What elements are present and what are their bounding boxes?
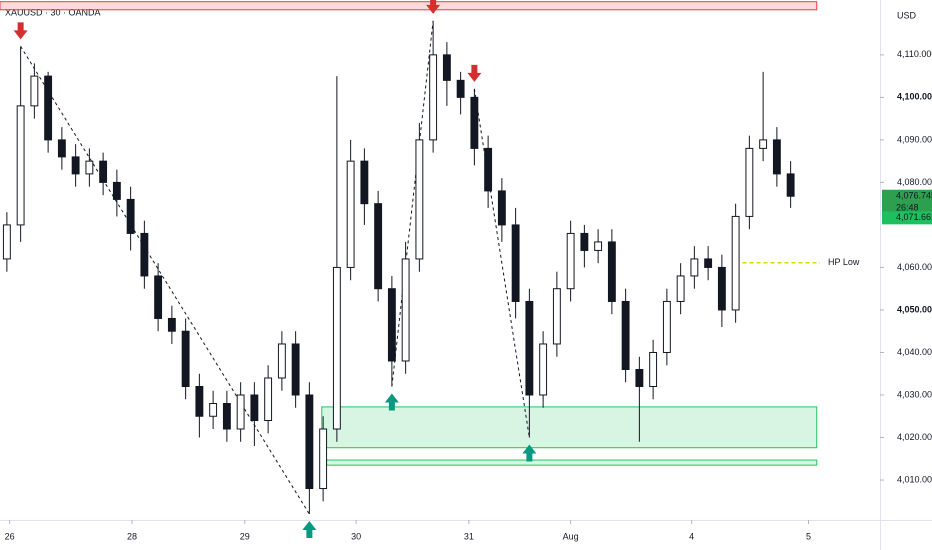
candle-body — [497, 190, 506, 226]
price-tag-label: 4,076.745 — [896, 191, 932, 201]
y-tick-label: 4,050.000 — [897, 304, 932, 314]
candle-body — [112, 181, 121, 200]
y-tick-label: 4,060.000 — [897, 262, 932, 272]
candle-body — [222, 402, 231, 430]
candle-body — [552, 288, 561, 345]
candle-body — [772, 139, 781, 175]
candle-body — [786, 173, 795, 197]
candle-body — [717, 266, 726, 311]
candle-body — [291, 343, 300, 396]
x-tick-label: 29 — [240, 531, 250, 541]
candle-body — [209, 402, 218, 417]
candle-body — [676, 275, 685, 302]
candle-body — [2, 224, 11, 260]
candle-body — [539, 343, 548, 396]
sell-arrow — [467, 64, 482, 82]
zone — [0, 1, 818, 11]
candle-body — [635, 368, 644, 387]
candle-body — [30, 75, 39, 107]
buy-arrow — [384, 393, 399, 411]
candle-body — [704, 258, 713, 268]
x-tick-label: 26 — [5, 531, 15, 541]
candle-body — [594, 241, 603, 251]
x-tick-label: 28 — [127, 531, 137, 541]
candle-body — [415, 139, 424, 260]
candle-body — [71, 156, 80, 175]
candle-body — [85, 160, 94, 175]
candle-body — [511, 224, 520, 302]
y-tick-label: 4,010.000 — [897, 474, 932, 484]
x-tick-label: 4 — [689, 531, 694, 541]
candle-body — [319, 428, 328, 490]
sell-arrow — [426, 0, 441, 14]
candle-body — [387, 288, 396, 362]
candle-body — [44, 75, 53, 141]
zone — [321, 459, 818, 466]
candle-body — [167, 317, 176, 332]
candle-body — [456, 79, 465, 98]
x-tick-label: Aug — [563, 531, 579, 541]
candle-body — [690, 258, 699, 277]
y-tick-label: 4,100.000 — [897, 92, 932, 102]
candle-body — [57, 139, 66, 158]
candle-body — [250, 394, 259, 422]
zone — [321, 406, 818, 449]
candle-body — [332, 266, 341, 430]
price-tag-label: 4,071.661 — [896, 212, 932, 222]
candle-body — [305, 394, 314, 490]
candle-body — [195, 385, 204, 417]
candle-body — [662, 300, 671, 353]
currency: USD — [897, 10, 917, 20]
candle-body — [429, 54, 438, 141]
zigzag-line — [391, 20, 434, 387]
candle-body — [621, 300, 630, 370]
candle-body — [442, 54, 451, 81]
y-tick-label: 4,090.000 — [897, 134, 932, 144]
candle-body — [759, 139, 768, 149]
y-tick-label: 4,110.000 — [897, 49, 932, 59]
x-tick-label: 5 — [806, 531, 811, 541]
candle-body — [154, 275, 163, 319]
candle-body — [126, 198, 135, 234]
candle-body — [374, 203, 383, 290]
y-tick-label: 4,020.000 — [897, 432, 932, 442]
y-tick-label: 4,030.000 — [897, 389, 932, 399]
candle-body — [99, 160, 108, 183]
candle-body — [401, 258, 410, 362]
buy-arrow — [522, 444, 537, 462]
y-tick-label: 4,040.000 — [897, 347, 932, 357]
candle-body — [525, 300, 534, 396]
buy-arrow — [302, 521, 317, 539]
x-tick-label: 30 — [351, 531, 361, 541]
chart-title: XAUUSD · 30 · OANDA — [5, 7, 101, 17]
candle-body — [484, 147, 493, 192]
price-tag-countdown: 26:48 — [896, 203, 919, 213]
y-tick-label: 4,080.000 — [897, 177, 932, 187]
candle-body — [16, 105, 25, 226]
price-tag — [882, 211, 932, 225]
candle-body — [470, 96, 479, 149]
x-tick-label: 31 — [464, 531, 474, 541]
zigzag-line — [20, 46, 310, 515]
candle-body — [264, 377, 273, 422]
candle-body — [360, 160, 369, 205]
candle-body — [731, 215, 740, 311]
candle-body — [607, 241, 616, 302]
candle-body — [236, 394, 245, 430]
candle-body — [580, 232, 589, 251]
candle-body — [566, 232, 575, 290]
candle-body — [649, 351, 658, 387]
candle-body — [277, 343, 286, 379]
candle-body — [346, 160, 355, 268]
candle-body — [745, 147, 754, 217]
sell-arrow — [13, 22, 28, 40]
hp-low-label: HP Low — [828, 257, 860, 267]
candle-body — [140, 232, 149, 277]
zigzag-line — [473, 88, 530, 438]
candle-body — [181, 330, 190, 387]
